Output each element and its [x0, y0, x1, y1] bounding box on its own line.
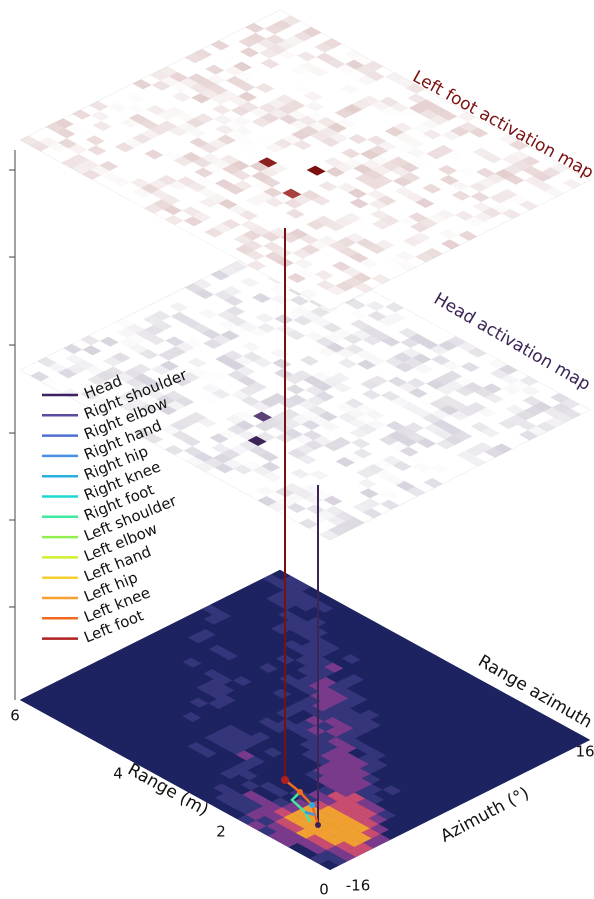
figure: Left foot activation map Head activation… [0, 0, 594, 899]
azimuth-tick: -16 [346, 877, 371, 895]
foot-plane [20, 10, 590, 310]
range-tick: 2 [216, 823, 226, 841]
range-tick: 4 [113, 765, 123, 783]
range-tick: 0 [319, 881, 329, 899]
azimuth-tick: 16 [575, 743, 594, 761]
page: {"layers": [ {"title": "Left foot activa… [0, 0, 594, 899]
range-tick: 6 [10, 707, 20, 725]
vertical-ticks [9, 170, 15, 607]
